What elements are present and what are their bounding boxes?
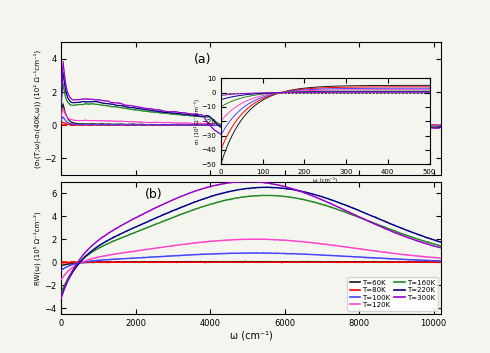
Y-axis label: (σ₁(T;ω)-σ₁(40K,ω)) (10² Ω⁻¹cm⁻¹): (σ₁(T;ω)-σ₁(40K,ω)) (10² Ω⁻¹cm⁻¹) bbox=[34, 49, 41, 168]
X-axis label: ω (cm⁻¹): ω (cm⁻¹) bbox=[230, 331, 272, 341]
Text: (b): (b) bbox=[145, 188, 162, 201]
Legend: T=60K, T=80K, T=100K, T=120K, T=160K, T=220K, T=300K: T=60K, T=80K, T=100K, T=120K, T=160K, T=… bbox=[347, 277, 438, 311]
Text: (a): (a) bbox=[194, 53, 212, 66]
Y-axis label: RW(ω) (10⁵ Ω⁻¹cm⁻²): RW(ω) (10⁵ Ω⁻¹cm⁻²) bbox=[34, 211, 41, 285]
